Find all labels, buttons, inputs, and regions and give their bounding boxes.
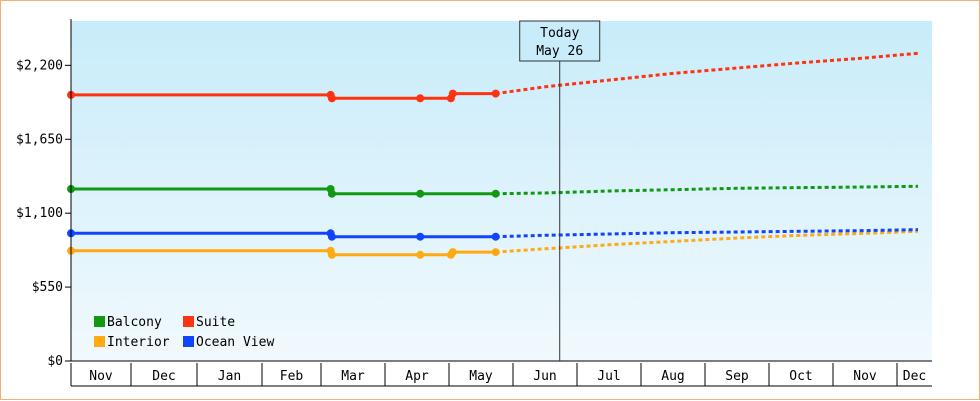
legend-item-interior[interactable]: Interior bbox=[94, 335, 170, 350]
series-layer bbox=[67, 51, 919, 259]
data-point[interactable] bbox=[448, 89, 457, 98]
series-forecast-line bbox=[495, 51, 919, 96]
data-point[interactable] bbox=[327, 94, 336, 103]
series-forecast-line bbox=[495, 229, 919, 254]
y-tick-label: $0 bbox=[47, 354, 63, 369]
legend-label: Balcony bbox=[107, 315, 162, 330]
month-label: Oct bbox=[789, 369, 812, 384]
month-label: Jan bbox=[218, 369, 241, 384]
month-label: Nov bbox=[853, 369, 877, 384]
series-balcony bbox=[67, 184, 919, 198]
data-point[interactable] bbox=[491, 89, 500, 98]
month-label: Dec bbox=[903, 369, 926, 384]
data-point[interactable] bbox=[416, 250, 425, 259]
data-point[interactable] bbox=[416, 232, 425, 241]
data-point[interactable] bbox=[416, 189, 425, 198]
data-point[interactable] bbox=[491, 232, 500, 241]
data-point[interactable] bbox=[327, 250, 336, 259]
today-label: Today bbox=[540, 26, 579, 41]
today-date: May 26 bbox=[536, 44, 583, 59]
legend-swatch bbox=[183, 336, 194, 347]
month-label: Jul bbox=[597, 369, 620, 384]
data-point[interactable] bbox=[491, 189, 500, 198]
data-point[interactable] bbox=[448, 248, 457, 257]
axis-layer: $0 $550 $1,100 $1,650 $2,200 Nov Dec Jan Feb Mar A… bbox=[16, 19, 932, 387]
month-label: Feb bbox=[280, 369, 304, 384]
month-label: Sep bbox=[725, 369, 749, 384]
month-label: Jun bbox=[533, 369, 556, 384]
data-point[interactable] bbox=[416, 94, 425, 103]
data-point[interactable] bbox=[327, 189, 336, 198]
legend-swatch bbox=[183, 316, 194, 327]
y-tick-label: $1,100 bbox=[16, 206, 63, 221]
legend-label: Ocean View bbox=[196, 335, 274, 350]
today-box bbox=[519, 20, 601, 62]
y-tick-label: $550 bbox=[32, 280, 63, 295]
legend-item-ocean-view[interactable]: Ocean View bbox=[183, 335, 274, 350]
legend-swatch bbox=[94, 316, 105, 327]
legend-item-suite[interactable]: Suite bbox=[183, 315, 235, 330]
series-suite bbox=[67, 51, 919, 103]
today-marker: Today May 26 bbox=[519, 20, 601, 361]
series-interior bbox=[67, 229, 919, 259]
month-label: Aug bbox=[661, 369, 684, 384]
month-label: Apr bbox=[405, 369, 429, 384]
month-label: May bbox=[469, 369, 493, 384]
series-forecast-line bbox=[495, 184, 919, 196]
plot-background bbox=[71, 21, 932, 361]
data-point[interactable] bbox=[327, 232, 336, 241]
month-label: Dec bbox=[152, 369, 175, 384]
data-point[interactable] bbox=[491, 248, 500, 257]
month-label: Nov bbox=[89, 369, 113, 384]
y-tick-label: $2,200 bbox=[16, 58, 63, 73]
month-label: Mar bbox=[341, 369, 365, 384]
legend-swatch bbox=[94, 336, 105, 347]
legend-label: Interior bbox=[107, 335, 170, 350]
y-tick-label: $1,650 bbox=[16, 132, 63, 147]
legend: Balcony Suite Interior Ocean View bbox=[94, 315, 274, 350]
legend-label: Suite bbox=[196, 315, 235, 330]
series-ocean-view bbox=[67, 228, 919, 241]
legend-item-balcony[interactable]: Balcony bbox=[94, 315, 162, 330]
series-forecast-line bbox=[495, 228, 919, 239]
